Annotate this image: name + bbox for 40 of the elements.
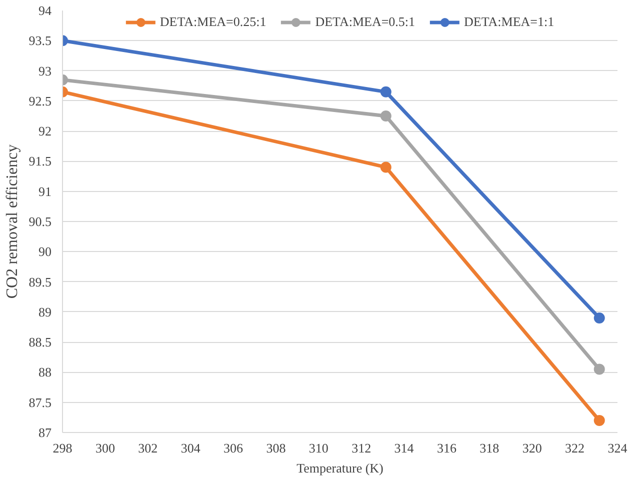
y-tick-label: 91 — [38, 184, 52, 199]
y-axis-title: CO2 removal efficiency — [4, 144, 21, 299]
point — [594, 414, 605, 426]
x-tick-label: 298 — [52, 440, 72, 456]
y-tick-label: 93.5 — [28, 33, 52, 48]
x-tick-label: 300 — [95, 440, 115, 456]
legend-label: DETA:MEA=0.5:1 — [315, 14, 416, 30]
y-tick-label: 92 — [38, 124, 52, 139]
y-tick-label: 90.5 — [28, 214, 52, 229]
y-tick-label: 88 — [38, 364, 52, 380]
y-tick-label: 90 — [38, 244, 52, 260]
x-tick-label: 310 — [308, 440, 328, 456]
x-tick-label: 324 — [608, 440, 628, 456]
x-tick-label: 318 — [480, 440, 500, 456]
y-tick-label: 92.5 — [28, 93, 52, 108]
point — [380, 162, 392, 173]
point — [594, 364, 605, 375]
x-tick-label: 312 — [352, 440, 372, 456]
legend-label: DETA:MEA=1:1 — [464, 14, 554, 30]
x-tick-label: 306 — [224, 440, 244, 456]
x-tick-label: 322 — [565, 440, 585, 456]
point — [594, 312, 605, 324]
y-tick-label: 89.5 — [28, 274, 52, 290]
y-tick-label: 94 — [38, 3, 52, 18]
x-axis-title: Temperature (K) — [296, 460, 384, 476]
y-tick-label: 87.5 — [28, 394, 52, 410]
point — [380, 86, 392, 98]
y-tick-label: 89 — [38, 304, 52, 320]
x-tick-label: 304 — [180, 440, 201, 456]
legend-label: DETA:MEA=0.25:1 — [160, 14, 266, 30]
y-tick-label: 91.5 — [28, 154, 52, 169]
x-tick-label: 302 — [138, 440, 158, 456]
x-tick-label: 320 — [522, 440, 542, 456]
x-tick-label: 314 — [394, 440, 414, 456]
y-tick-label: 87 — [38, 425, 52, 440]
x-tick-label: 308 — [266, 440, 286, 456]
point — [380, 110, 392, 122]
y-tick-label: 88.5 — [28, 334, 52, 350]
y-tick-label: 93 — [38, 63, 52, 78]
x-tick-label: 316 — [436, 440, 457, 456]
